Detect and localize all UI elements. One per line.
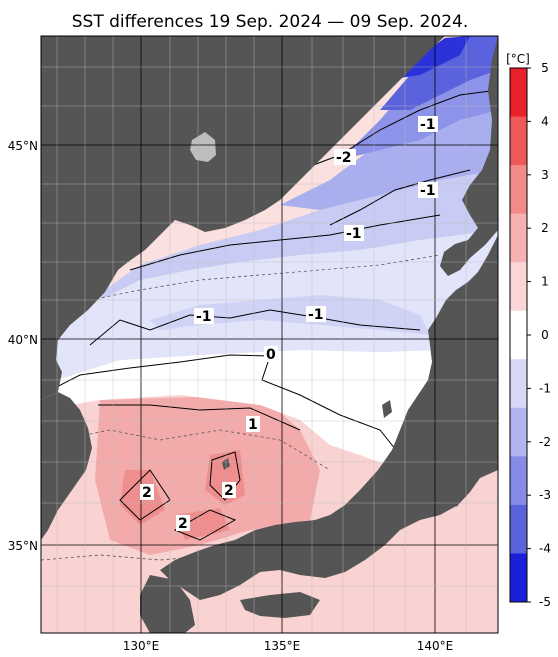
- contour-label: 2: [178, 516, 188, 532]
- colorbar-cell: [510, 262, 527, 312]
- colorbar-tick-label: 4: [541, 114, 549, 128]
- lat-labels: 45°N 40°N 35°N: [8, 139, 38, 553]
- colorbar-tick-label: 1: [541, 275, 549, 289]
- colorbar-tick-label: -4: [539, 542, 551, 556]
- contour-label: -1: [196, 309, 212, 325]
- land: [41, 36, 498, 633]
- colorbar-cell: [510, 553, 527, 603]
- lon-labels: 130°E 135°E 140°E: [123, 639, 454, 653]
- colorbar-cell: [510, 359, 527, 409]
- colorbar-tick-label: 3: [541, 168, 549, 182]
- lon-label: 140°E: [417, 639, 454, 653]
- colorbar-cell: [510, 213, 527, 263]
- sst-map: -1 -2 -1 -1 -1 -1 0 1 2 2 2: [41, 36, 498, 633]
- lat-label: 45°N: [8, 139, 38, 153]
- colorbar-cell: [510, 116, 527, 166]
- colorbar-cell: [510, 456, 527, 506]
- colorbar-tick-label: -3: [539, 488, 551, 502]
- contour-label: 2: [142, 485, 152, 501]
- colorbar-tick-label: 5: [541, 61, 549, 75]
- colorbar-cell: [510, 165, 527, 215]
- contour-label: 0: [266, 347, 276, 363]
- colorbar-cell: [510, 407, 527, 457]
- colorbar: [°C] 5 4 3 2 1 0 -1 -2 -3 -4 -5: [506, 52, 551, 609]
- colorbar-cells: [510, 68, 527, 603]
- colorbar-cell: [510, 504, 527, 554]
- contour-label: -1: [420, 117, 436, 133]
- lon-label: 130°E: [123, 639, 160, 653]
- contour-label: -1: [308, 307, 324, 323]
- graticule: [41, 36, 498, 633]
- colorbar-tick-label: -5: [539, 595, 551, 609]
- contour-label: -1: [346, 226, 362, 242]
- contour-label: -2: [336, 150, 352, 166]
- contour-labels: -1 -2 -1 -1 -1 -1 0 1 2 2 2: [140, 116, 438, 532]
- lat-label: 35°N: [8, 539, 38, 553]
- colorbar-ticks: 5 4 3 2 1 0 -1 -2 -3 -4 -5: [527, 61, 551, 609]
- graticule-minor: [41, 36, 498, 633]
- colorbar-cell: [510, 68, 527, 118]
- colorbar-tick-label: -2: [539, 435, 551, 449]
- contour-label: 2: [224, 483, 234, 499]
- contour-label: 1: [248, 417, 258, 433]
- colorbar-tick-label: 0: [541, 328, 549, 342]
- colorbar-unit: [°C]: [506, 52, 530, 66]
- colorbar-tick-label: -1: [539, 381, 551, 395]
- contour-lines: [41, 89, 498, 541]
- lon-label: 135°E: [264, 639, 301, 653]
- colorbar-tick-label: 2: [541, 221, 549, 235]
- lat-label: 40°N: [8, 333, 38, 347]
- map-frame: [40, 35, 499, 634]
- contour-label: -1: [420, 183, 436, 199]
- page-title: SST differences 19 Sep. 2024 — 09 Sep. 2…: [71, 12, 469, 32]
- colorbar-cell: [510, 310, 527, 360]
